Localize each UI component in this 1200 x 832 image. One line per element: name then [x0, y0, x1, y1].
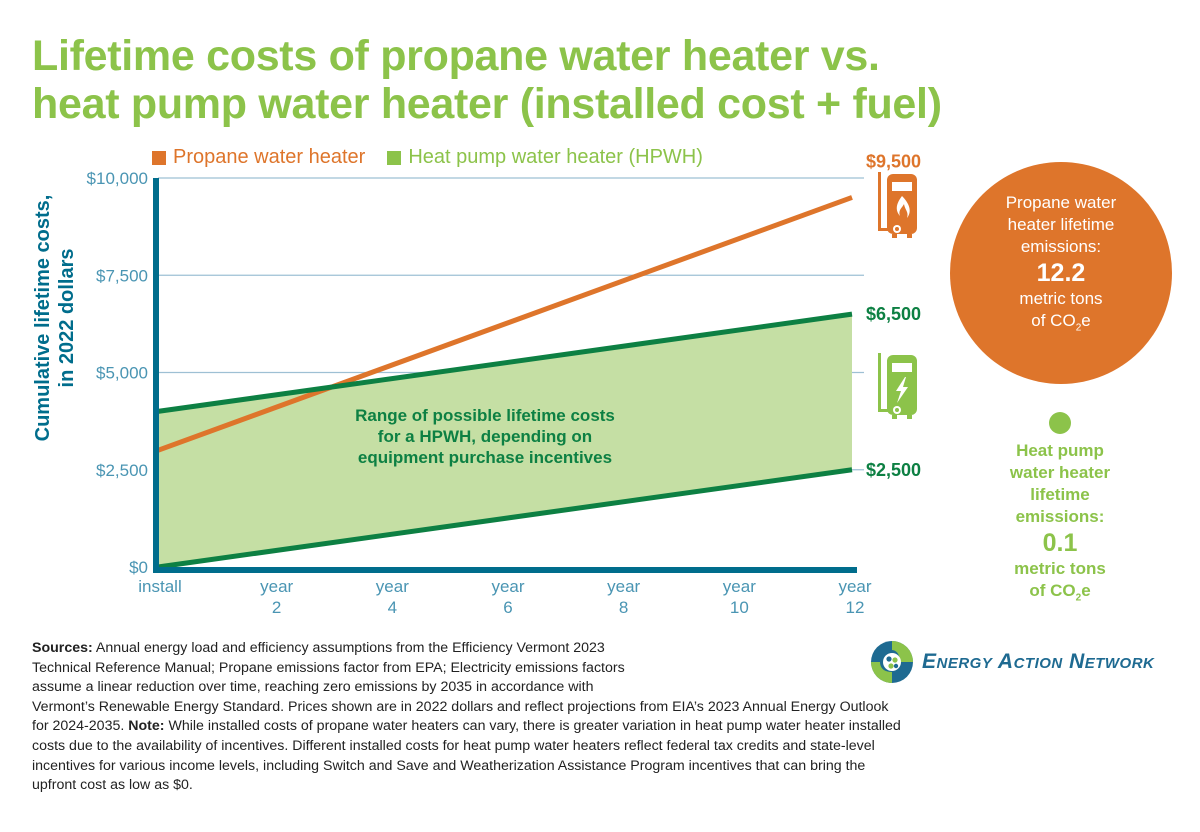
logo-pinwheel-icon [871, 641, 913, 683]
end-value-label: $6,500 [866, 304, 921, 324]
hpwh-emissions-unit-2: of CO2e [1029, 581, 1091, 604]
hpwh-emissions-unit-1: metric tons [1014, 559, 1106, 578]
propane-emissions-text: Propane water heater lifetime emissions:… [950, 192, 1172, 339]
x-tick-label: 10 [730, 598, 749, 617]
band-annotation: Range of possible lifetime costs for a HP… [355, 406, 615, 467]
propane-emissions-value: 12.2 [1036, 259, 1086, 287]
x-tick-label: year [723, 577, 756, 596]
y-axis-title: Cumulative lifetime costs, in 2022 dollar… [32, 195, 78, 442]
propane-water-heater-icon [878, 172, 917, 238]
y-axis [153, 178, 159, 572]
annotation-line: for a HPWH, depending on [378, 427, 592, 446]
hpwh-emissions-dot [1049, 412, 1071, 434]
legend-swatch-hpwh [387, 150, 402, 165]
propane-emissions-unit-2: of CO2e [1031, 311, 1091, 334]
hpwh-emissions-label-3: lifetime [1030, 485, 1090, 504]
hpwh-emissions-label-2: water heater [1009, 463, 1111, 482]
hpwh-range-band [158, 314, 852, 567]
propane-emissions-label-2: heater lifetime [1007, 215, 1115, 234]
x-tick-labels: install year 2 year 4 year 6 year 8 year 10 year 12 [138, 577, 872, 617]
propane-emissions-circle [950, 162, 1172, 384]
propane-emissions-unit-1: metric tons [1019, 289, 1103, 308]
legend-item-hpwh: Heat pump water heater (HPWH) [387, 146, 703, 169]
end-value-label: $2,500 [866, 460, 921, 480]
y-tick-label: $0 [129, 558, 148, 577]
end-value-label: $9,500 [866, 151, 921, 171]
sources-label: Sources: [32, 640, 93, 656]
axes [153, 178, 857, 573]
annotation-line: equipment purchase incentives [358, 448, 612, 467]
x-tick-label: 6 [503, 598, 512, 617]
y-tick-label: $5,000 [96, 364, 148, 383]
hpwh-band [158, 314, 852, 567]
legend: Propane water heater Heat pump water hea… [152, 146, 703, 169]
x-tick-label: 8 [619, 598, 628, 617]
chart-title-line-2: heat pump water heater (installed cost +… [32, 80, 942, 128]
hpwh-emissions-label-4: emissions: [1015, 507, 1105, 526]
chart-area: $0 $2,500 $5,000 $7,500 $10,000 install year 2… [32, 151, 921, 617]
y-axis-title-line: Cumulative lifetime costs, [32, 195, 54, 442]
x-tick-label: 12 [846, 598, 865, 617]
end-labels: $9,500 $6,500 $2,500 [866, 151, 921, 479]
annotation-line: Range of possible lifetime costs [355, 406, 615, 425]
energy-action-network-logo: Energy Action Network [870, 640, 1154, 684]
logo-text: Energy Action Network [922, 650, 1155, 673]
y-tick-labels: $0 $2,500 $5,000 $7,500 $10,000 [87, 169, 148, 577]
propane-emissions-label-1: Propane water [1005, 193, 1117, 212]
sources-note: Sources: Annual energy load and efficien… [32, 640, 901, 794]
hpwh-emissions-text: Heat pump water heater lifetime emission… [990, 440, 1130, 609]
heat-pump-water-heater-icon [878, 353, 917, 419]
chart-title-line-1: Lifetime costs of propane water heater v… [32, 32, 880, 80]
legend-label-propane: Propane water heater [173, 146, 366, 168]
x-tick-label: year [607, 577, 640, 596]
legend-item-propane: Propane water heater [152, 146, 365, 169]
y-tick-label: $10,000 [87, 169, 148, 188]
propane-emissions-label-3: emissions: [1020, 237, 1102, 256]
x-tick-label: year [838, 577, 871, 596]
legend-swatch-propane [152, 150, 166, 165]
hpwh-upper-line [157, 311, 853, 414]
x-tick-label: 4 [388, 598, 397, 617]
legend-label-hpwh: Heat pump water heater (HPWH) [408, 146, 703, 168]
propane-line [157, 195, 853, 453]
hpwh-emissions-value: 0.1 [1042, 529, 1078, 557]
chart-title: Lifetime costs of propane water heater v… [32, 32, 1172, 128]
y-tick-label: $7,500 [96, 266, 148, 285]
series-lines [157, 195, 853, 570]
x-tick-label: install [138, 577, 181, 596]
x-axis [153, 567, 857, 573]
note-label: Note: [128, 718, 165, 735]
y-axis-title-line: in 2022 dollars [56, 249, 78, 388]
x-tick-label: year [260, 577, 293, 596]
x-tick-label: year [376, 577, 409, 596]
y-tick-label: $2,500 [96, 461, 148, 480]
x-tick-label: year [491, 577, 524, 596]
x-tick-label: 2 [272, 598, 281, 617]
hpwh-lower-line [157, 467, 853, 570]
hpwh-emissions-label-1: Heat pump [1016, 441, 1104, 460]
